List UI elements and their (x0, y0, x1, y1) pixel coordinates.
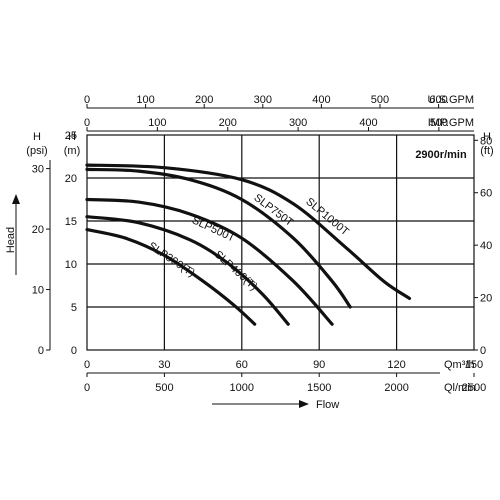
tick-label-top-us-1: 100 (136, 94, 154, 106)
axis-bottom-lmin-unit: Ql/min (444, 382, 476, 394)
tick-label-m-5: 25 (65, 130, 77, 142)
tick-label-m-4: 20 (65, 173, 77, 185)
tick-label-top-us-4: 400 (312, 94, 330, 106)
x-axis-title: Flow (316, 399, 339, 411)
curve-0 (85, 228, 257, 326)
tick-label-top-imp-2: 200 (219, 117, 237, 129)
tick-label-bottom-m3h-4: 120 (387, 359, 405, 371)
speed-note: 2900r/min (415, 149, 467, 161)
tick-label-bottom-m3h-0: 0 (84, 359, 90, 371)
axis-m-header: H (68, 131, 76, 143)
tick-label-bottom-m3h-3: 90 (313, 359, 325, 371)
curves (85, 163, 412, 326)
axis-psi-header: H (33, 131, 41, 143)
axis-top-us-unit: U.S.GPM (428, 94, 474, 106)
tick-label-psi-0: 0 (38, 345, 44, 357)
curve-label-0: SLP300(T) (146, 240, 197, 280)
axis-bottom-m3h-unit: Qm³/h (444, 359, 475, 371)
tick-label-top-us-0: 0 (84, 94, 90, 106)
curve-1 (85, 215, 290, 326)
axis-ft-unit: (ft) (480, 145, 493, 157)
grid (86, 134, 475, 351)
tick-label-bottom-m3h-5: 150 (465, 359, 483, 371)
tick-label-psi-2: 20 (32, 224, 44, 236)
tick-label-psi-1: 10 (32, 285, 44, 297)
axis-ft-header: H (483, 131, 491, 143)
speed-note-bg (411, 143, 471, 163)
curve-4 (85, 163, 412, 300)
curve-label-2: SLP500T (190, 214, 237, 244)
tick-label-top-us-2: 200 (195, 94, 213, 106)
tick-label-top-imp-0: 0 (84, 117, 90, 129)
tick-label-m-1: 5 (71, 302, 77, 314)
tick-label-top-imp-4: 400 (359, 117, 377, 129)
axis-m-unit: (m) (64, 145, 81, 157)
tick-label-m-3: 15 (65, 216, 77, 228)
tick-label-ft-3: 60 (480, 188, 492, 200)
plot-frame (86, 134, 475, 351)
tick-label-bottom-lmin-0: 0 (84, 382, 90, 394)
curve-2 (85, 197, 334, 326)
tick-label-bottom-m3h-2: 60 (236, 359, 248, 371)
tick-label-ft-0: 0 (480, 345, 486, 357)
tick-label-bottom-lmin-1: 500 (155, 382, 173, 394)
tick-label-bottom-lmin-3: 1500 (307, 382, 331, 394)
tick-label-top-imp-1: 100 (148, 117, 166, 129)
tick-label-m-0: 0 (71, 345, 77, 357)
y-axis-title: Head (5, 227, 17, 253)
tick-label-bottom-m3h-1: 30 (158, 359, 170, 371)
tick-label-top-imp-5: 500 (430, 117, 448, 129)
tick-label-ft-2: 40 (480, 240, 492, 252)
tick-label-top-us-3: 300 (254, 94, 272, 106)
tick-label-ft-4: 80 (480, 135, 492, 147)
axis-psi-unit: (psi) (26, 145, 47, 157)
tick-label-bottom-lmin-2: 1000 (230, 382, 254, 394)
tick-label-m-2: 10 (65, 259, 77, 271)
tick-label-top-imp-3: 300 (289, 117, 307, 129)
tick-label-top-us-5: 500 (371, 94, 389, 106)
axis-top-imp-unit: IMP.GPM (428, 117, 474, 129)
curve-label-1: SLP400(T) (212, 249, 260, 293)
tick-label-ft-1: 20 (480, 293, 492, 305)
tick-label-bottom-lmin-5: 2500 (462, 382, 486, 394)
tick-label-top-us-6: 600 (429, 94, 447, 106)
tick-label-psi-3: 30 (32, 164, 44, 176)
tick-label-bottom-lmin-4: 2000 (384, 382, 408, 394)
curve-3 (85, 167, 352, 309)
